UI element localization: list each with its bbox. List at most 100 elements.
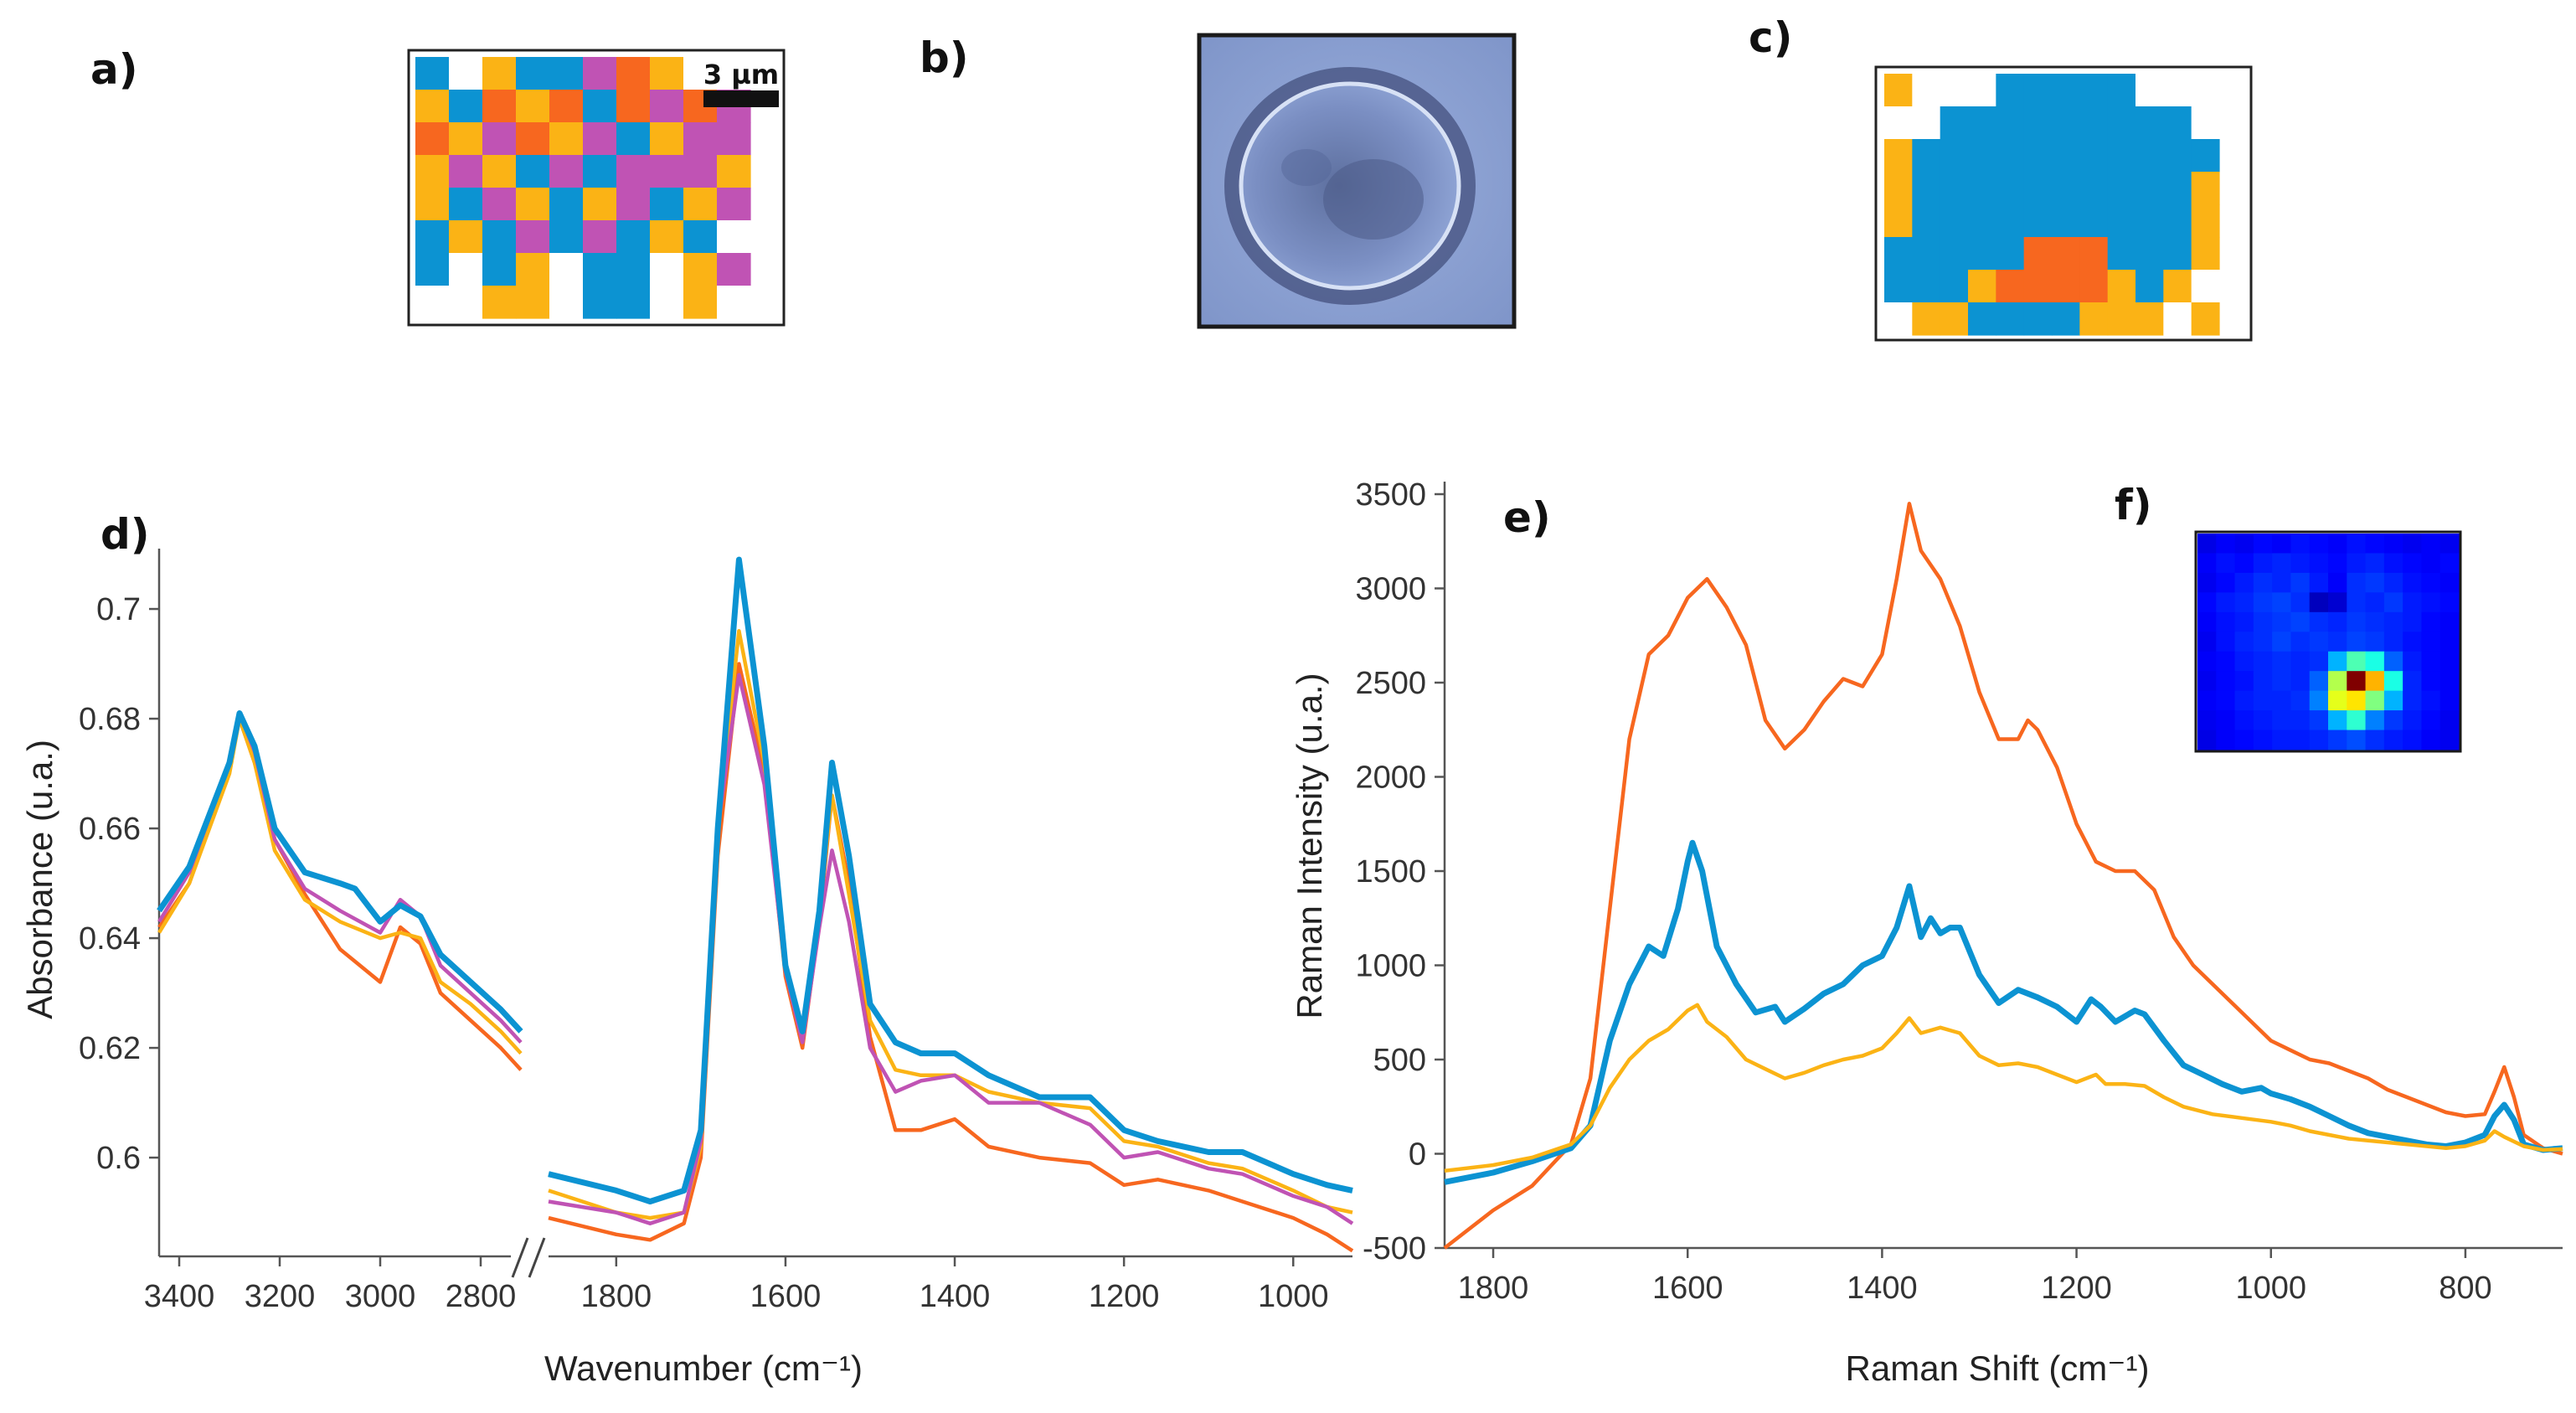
map-cell bbox=[2052, 204, 2080, 238]
map-cell bbox=[549, 220, 584, 254]
map-cell bbox=[616, 220, 651, 254]
y-tick-label: 2500 bbox=[1355, 666, 1426, 701]
map-cell bbox=[1940, 74, 1969, 107]
x-tick-label: 1000 bbox=[2235, 1271, 2306, 1306]
intensity-cell bbox=[2272, 710, 2292, 731]
intensity-cell bbox=[2272, 651, 2292, 672]
intensity-cell bbox=[2347, 710, 2367, 731]
map-cell bbox=[2107, 139, 2136, 173]
map-cell bbox=[583, 122, 617, 156]
y-tick-label: 0.7 bbox=[96, 592, 141, 627]
intensity-cell bbox=[2383, 632, 2403, 652]
cluster-map-a bbox=[415, 57, 751, 319]
map-cell bbox=[2136, 172, 2164, 205]
map-cell bbox=[650, 57, 684, 90]
cluster-map-c bbox=[1884, 74, 2220, 336]
intensity-cell bbox=[2383, 611, 2403, 632]
scale-bar bbox=[703, 90, 779, 107]
intensity-cell bbox=[2216, 611, 2236, 632]
raman-series bbox=[1443, 502, 2563, 1250]
intensity-cell bbox=[2439, 611, 2460, 632]
raman-x-ticks: 1800 1600 1400 1200 1000 800 bbox=[1458, 1248, 2492, 1306]
map-cell bbox=[415, 57, 450, 90]
cell-organelle bbox=[1281, 149, 1332, 186]
map-cell bbox=[516, 90, 550, 123]
intensity-cell bbox=[2272, 632, 2292, 652]
cluster-map-a-frame bbox=[407, 49, 786, 327]
map-cell bbox=[1884, 302, 1913, 336]
panel-label-f: f) bbox=[2115, 481, 2152, 529]
map-cell bbox=[583, 253, 617, 286]
map-cell bbox=[2079, 270, 2109, 303]
map-cell bbox=[516, 286, 550, 319]
map-cell bbox=[2107, 74, 2136, 107]
map-cell bbox=[449, 155, 483, 188]
intensity-cell bbox=[2197, 611, 2217, 632]
intensity-cell bbox=[2253, 632, 2273, 652]
intensity-cell bbox=[2383, 572, 2403, 593]
intensity-cell bbox=[2403, 611, 2423, 632]
intensity-cell bbox=[2421, 671, 2441, 692]
y-tick-label: 0.62 bbox=[79, 1031, 141, 1066]
map-cell bbox=[2191, 302, 2220, 336]
intensity-cell bbox=[2197, 534, 2217, 554]
x-tick-label: 1600 bbox=[1652, 1271, 1723, 1306]
intensity-cell bbox=[2328, 671, 2347, 692]
intensity-cell bbox=[2234, 592, 2254, 613]
intensity-cell bbox=[2253, 572, 2273, 593]
cluster-map-c-frame bbox=[1874, 65, 2253, 342]
map-cell bbox=[2191, 237, 2220, 271]
map-cell bbox=[482, 90, 517, 123]
map-cell bbox=[2107, 237, 2136, 271]
map-cell bbox=[2023, 270, 2053, 303]
map-cell bbox=[1996, 139, 2025, 173]
intensity-cell bbox=[2272, 671, 2292, 692]
map-cell bbox=[549, 188, 584, 221]
ftir-line-magenta-low bbox=[548, 673, 1354, 1225]
intensity-cell bbox=[2365, 671, 2385, 692]
ftir-chart: 0.6 0.62 0.64 0.66 0.68 0.7 3400 3200 3000 2800 1… bbox=[20, 549, 1354, 1388]
intensity-cell bbox=[2234, 710, 2254, 731]
ftir-x-ticks: 3400 3200 3000 2800 1800 1600 1400 1200 1000 bbox=[144, 1256, 1329, 1314]
intensity-cell bbox=[2328, 534, 2347, 554]
intensity-cell bbox=[2403, 592, 2423, 613]
map-cell bbox=[2107, 204, 2136, 238]
map-cell bbox=[2079, 139, 2109, 173]
intensity-cell bbox=[2328, 592, 2347, 613]
map-cell bbox=[717, 122, 751, 156]
intensity-cell bbox=[2197, 730, 2217, 750]
map-cell bbox=[516, 155, 550, 188]
intensity-cell bbox=[2197, 690, 2217, 711]
intensity-cell bbox=[2347, 592, 2367, 613]
intensity-cell bbox=[2234, 690, 2254, 711]
intensity-cell bbox=[2309, 690, 2329, 711]
intensity-cell bbox=[2439, 710, 2460, 731]
intensity-cell bbox=[2216, 572, 2236, 593]
map-cell bbox=[2107, 270, 2136, 303]
y-tick-label: 500 bbox=[1373, 1043, 1426, 1078]
map-cell bbox=[683, 57, 718, 90]
intensity-cell bbox=[2421, 592, 2441, 613]
map-cell bbox=[449, 188, 483, 221]
ftir-line-blue-high bbox=[157, 710, 523, 1034]
map-cell bbox=[2052, 74, 2080, 107]
intensity-cell bbox=[2216, 651, 2236, 672]
raman-y-axis-title: Raman Intensity (u.a.) bbox=[1290, 673, 1329, 1018]
cell-nucleus bbox=[1323, 159, 1424, 240]
x-tick-label: 1800 bbox=[1458, 1271, 1529, 1306]
intensity-cell bbox=[2309, 611, 2329, 632]
map-cell bbox=[1996, 270, 2025, 303]
map-cell bbox=[650, 286, 684, 319]
raman-x-axis-title: Raman Shift (cm⁻¹) bbox=[1846, 1349, 2150, 1388]
intensity-cell bbox=[2365, 730, 2385, 750]
intensity-cell bbox=[2290, 671, 2311, 692]
intensity-cell bbox=[2272, 553, 2292, 574]
intensity-cell bbox=[2309, 632, 2329, 652]
map-cell bbox=[2163, 74, 2192, 107]
map-cell bbox=[1912, 302, 1941, 336]
intensity-cell bbox=[2383, 671, 2403, 692]
map-cell bbox=[583, 90, 617, 123]
intensity-cell bbox=[2347, 690, 2367, 711]
map-cell bbox=[549, 253, 584, 286]
intensity-cell bbox=[2365, 592, 2385, 613]
